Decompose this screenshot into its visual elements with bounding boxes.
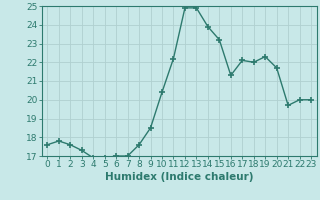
X-axis label: Humidex (Indice chaleur): Humidex (Indice chaleur): [105, 172, 253, 182]
